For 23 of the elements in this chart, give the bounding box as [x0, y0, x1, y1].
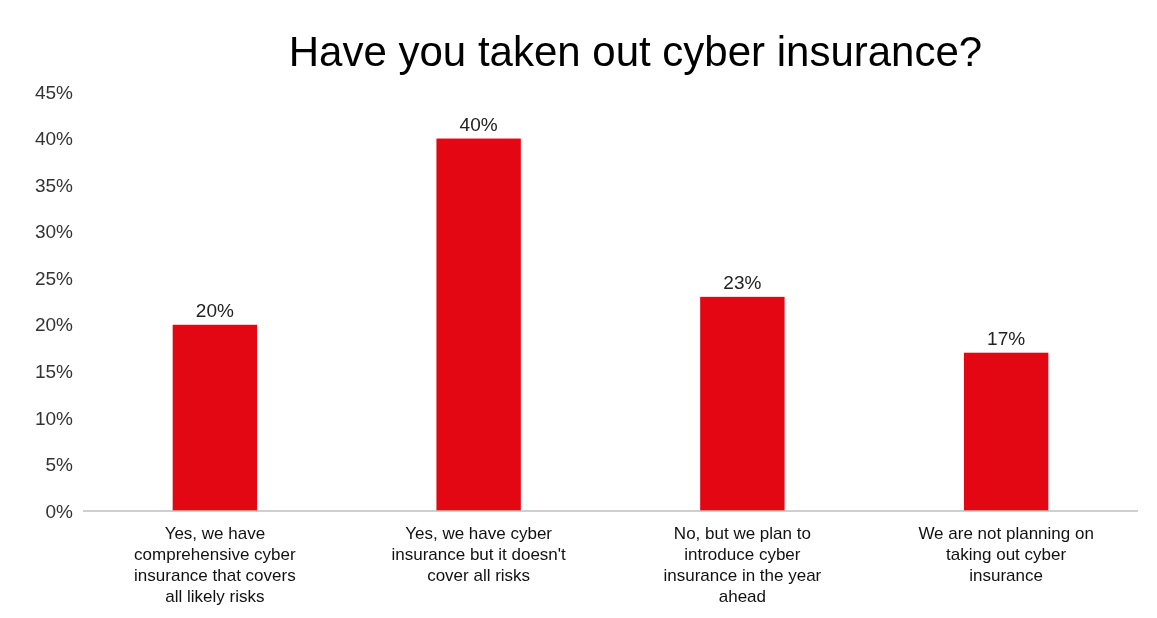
y-tick-label: 0% — [45, 500, 74, 522]
y-tick-label: 10% — [34, 407, 74, 429]
x-tick-label: Yes, we have comprehensive cyber insurance that covers all likely risks — [134, 524, 296, 606]
y-tick-label: 25% — [34, 267, 74, 289]
bar — [436, 138, 521, 511]
x-tick-label: We are not planning on taking out cyber insurance — [918, 524, 1094, 585]
data-label: 20% — [195, 299, 234, 321]
x-tick-label: Yes, we have cyber insurance but it doesn't cover all risks — [391, 524, 567, 585]
data-label: 23% — [723, 271, 762, 293]
chart-title: Have you taken out cyber insurance? — [288, 28, 983, 75]
y-tick-label: 30% — [34, 221, 74, 243]
bar — [172, 324, 258, 511]
bar — [700, 296, 785, 511]
y-tick-label: 5% — [45, 454, 74, 476]
data-label: 40% — [459, 113, 498, 135]
y-tick-label: 20% — [34, 314, 74, 336]
bar — [963, 352, 1049, 511]
x-tick-label: No, but we plan to introduce cyber insurance in the year ahead — [663, 524, 822, 606]
y-tick-label: 15% — [34, 360, 74, 382]
y-tick-label: 45% — [34, 81, 74, 103]
data-label: 17% — [987, 327, 1026, 349]
y-tick-label: 35% — [34, 174, 74, 196]
y-tick-label: 40% — [34, 128, 74, 150]
